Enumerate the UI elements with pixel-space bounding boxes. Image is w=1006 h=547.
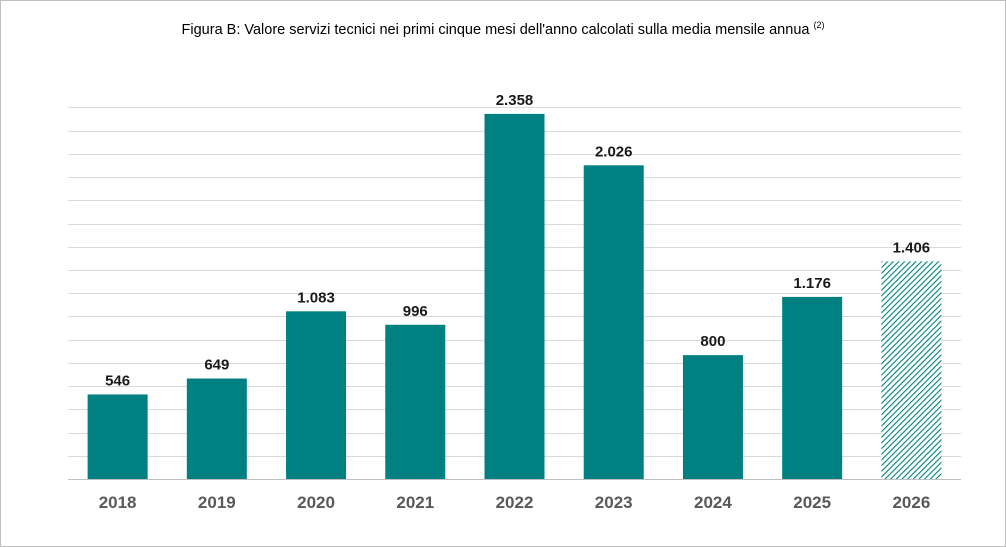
bar-2019 bbox=[186, 378, 247, 479]
value-label-2020: 1.083 bbox=[297, 289, 335, 306]
chart-title: Figura B: Valore servizi tecnici nei pri… bbox=[0, 20, 1006, 38]
x-tick-2024: 2024 bbox=[694, 493, 732, 512]
chart-title-text: Figura B: Valore servizi tecnici nei pri… bbox=[181, 22, 810, 38]
bar-2018 bbox=[87, 394, 148, 479]
bar-2023 bbox=[583, 165, 644, 480]
bar-2022 bbox=[484, 113, 545, 479]
bar-2024 bbox=[682, 355, 743, 479]
x-tick-2020: 2020 bbox=[297, 493, 335, 512]
x-tick-2023: 2023 bbox=[595, 493, 633, 512]
value-label-2024: 800 bbox=[700, 333, 725, 350]
x-tick-2018: 2018 bbox=[99, 493, 137, 512]
bar-2020 bbox=[286, 311, 347, 479]
bars bbox=[87, 113, 942, 480]
value-labels: 546 649 1.083 996 2.358 2.026 800 1.176 1.406 bbox=[105, 92, 930, 390]
x-tick-2026: 2026 bbox=[892, 493, 930, 512]
bar-2025 bbox=[782, 296, 843, 479]
x-tick-2019: 2019 bbox=[198, 493, 236, 512]
value-label-2018: 546 bbox=[105, 372, 130, 389]
x-tick-2025: 2025 bbox=[793, 493, 831, 512]
value-label-2026: 1.406 bbox=[893, 239, 931, 256]
bar-2021 bbox=[385, 324, 446, 479]
value-label-2023: 2.026 bbox=[595, 143, 633, 160]
x-tick-2022: 2022 bbox=[496, 493, 534, 512]
value-label-2021: 996 bbox=[403, 303, 428, 320]
x-tick-2021: 2021 bbox=[396, 493, 434, 512]
value-label-2022: 2.358 bbox=[496, 92, 534, 109]
bar-2026 bbox=[881, 261, 942, 479]
x-tick-labels: 2018 2019 2020 2021 2022 2023 2024 2025 2026 bbox=[99, 493, 931, 512]
value-label-2025: 1.176 bbox=[793, 275, 831, 292]
chart-title-footnote: (2) bbox=[813, 20, 825, 30]
value-label-2019: 649 bbox=[204, 357, 229, 374]
